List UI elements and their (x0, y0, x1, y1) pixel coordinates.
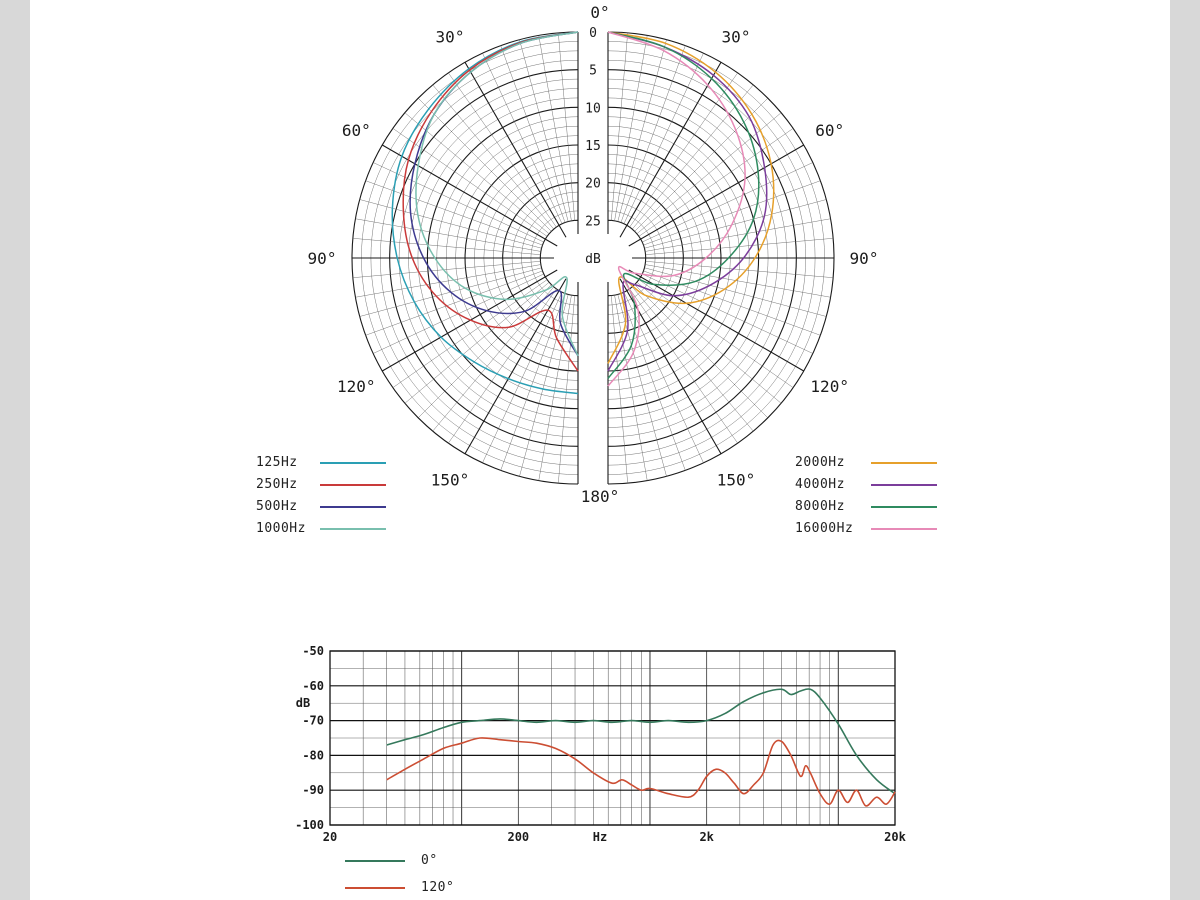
legend-swatch-2000hz (871, 461, 937, 464)
svg-text:-50: -50 (302, 644, 324, 658)
legend-swatch-0deg (345, 859, 405, 862)
svg-text:-100: -100 (295, 818, 324, 832)
svg-text:dB: dB (296, 696, 310, 710)
svg-text:20k: 20k (884, 830, 906, 844)
svg-text:-70: -70 (302, 714, 324, 728)
legend-label: 16000Hz (795, 521, 854, 536)
svg-text:60°: 60° (815, 121, 844, 140)
svg-text:10: 10 (585, 101, 601, 116)
svg-text:20: 20 (323, 830, 337, 844)
legend-item-120deg: 120° (345, 880, 454, 895)
polar-pattern-plot: 30°60°90°120°150°30°60°90°120°150°051015… (308, 3, 879, 506)
legend-label: 1000Hz (256, 521, 306, 536)
legend-item-1000hz: 1000Hz (256, 521, 386, 536)
legend-label: 250Hz (256, 477, 298, 492)
legend-swatch-250hz (320, 483, 386, 486)
legend-label: 8000Hz (795, 499, 845, 514)
svg-text:dB: dB (585, 252, 601, 267)
svg-text:180°: 180° (581, 487, 620, 506)
svg-text:0°: 0° (590, 3, 609, 22)
legend-item-8000hz: 8000Hz (795, 499, 937, 514)
legend-swatch-125hz (320, 461, 386, 464)
svg-text:120°: 120° (337, 377, 376, 396)
svg-text:150°: 150° (717, 471, 756, 490)
legend-swatch-500hz (320, 505, 386, 508)
legend-item-4000hz: 4000Hz (795, 477, 937, 492)
svg-text:120°: 120° (810, 377, 849, 396)
legend-swatch-120deg (345, 886, 405, 889)
svg-text:150°: 150° (431, 471, 470, 490)
legend-label: 500Hz (256, 499, 298, 514)
svg-text:0: 0 (589, 26, 597, 41)
page-edge-right (1170, 0, 1200, 900)
svg-text:25: 25 (585, 214, 601, 229)
legend-swatch-16000hz (871, 527, 937, 530)
svg-text:2k: 2k (699, 830, 714, 844)
legend-item-0deg: 0° (345, 853, 438, 868)
svg-text:-80: -80 (302, 748, 324, 762)
svg-text:-90: -90 (302, 783, 324, 797)
svg-text:30°: 30° (436, 27, 465, 46)
svg-text:15: 15 (585, 139, 601, 154)
svg-text:20: 20 (585, 177, 601, 192)
svg-text:Hz: Hz (593, 830, 607, 844)
legend-swatch-8000hz (871, 505, 937, 508)
legend-item-250hz: 250Hz (256, 477, 386, 492)
legend-label: 125Hz (256, 455, 298, 470)
legend-item-16000hz: 16000Hz (795, 521, 937, 536)
svg-text:5: 5 (589, 64, 597, 79)
svg-text:-60: -60 (302, 679, 324, 693)
legend-label: 120° (421, 880, 455, 895)
legend-label: 4000Hz (795, 477, 845, 492)
svg-text:30°: 30° (722, 27, 751, 46)
legend-item-2000hz: 2000Hz (795, 455, 937, 470)
svg-text:90°: 90° (308, 249, 337, 268)
legend-label: 2000Hz (795, 455, 845, 470)
svg-text:200: 200 (507, 830, 529, 844)
svg-text:60°: 60° (342, 121, 371, 140)
svg-text:90°: 90° (850, 249, 879, 268)
legend-item-125hz: 125Hz (256, 455, 386, 470)
legend-swatch-4000hz (871, 483, 937, 486)
legend-label: 0° (421, 853, 438, 868)
frequency-response-plot: -50 -60 -70 -80 -90 -100 dB 20 200 2k 20k Hz (295, 644, 907, 844)
page-edge-left (0, 0, 30, 900)
legend-item-500hz: 500Hz (256, 499, 386, 514)
legend-swatch-1000hz (320, 527, 386, 530)
